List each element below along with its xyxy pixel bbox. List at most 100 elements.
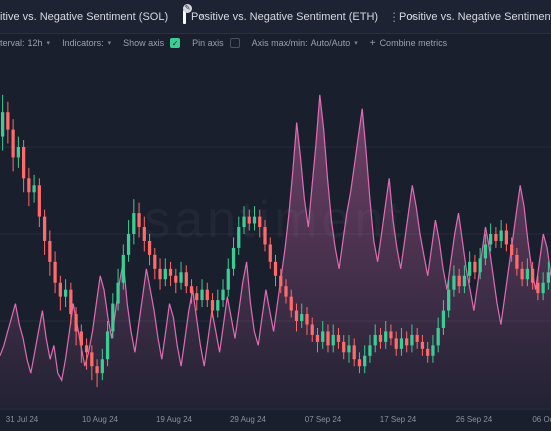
candle-body [237,227,241,248]
candle-body [363,355,367,367]
candle [105,321,110,367]
edit-icon[interactable]: ✎ [183,4,192,13]
candle [289,289,293,318]
indicators-selector[interactable]: Indicators: ▾ [62,38,111,48]
axis-range-label: Axis max/min: [251,38,308,48]
combine-metrics-button[interactable]: + Combine metrics [370,38,447,49]
candle-body [510,244,514,255]
x-tick-label: 06 Oc [532,415,551,424]
candle-body [79,331,83,346]
candle [399,327,404,356]
candle-body [105,331,110,360]
candle-body [179,272,183,283]
candle [541,272,545,301]
candle-body [436,327,440,346]
candle [504,223,509,252]
candle-body [378,334,383,342]
interval-value: 12h [27,38,43,48]
close-icon[interactable]: × [409,11,416,23]
candle-body [431,345,435,356]
series-color-swatch [183,10,186,24]
candle [336,327,341,349]
candle [132,199,136,245]
candle-body [499,230,503,241]
show-axis-toggle[interactable]: Show axis ✓ [123,38,181,48]
candle [205,282,209,308]
candle [531,261,535,290]
candle-body [63,289,68,297]
candle-body [37,185,41,217]
candle-body [100,359,104,374]
checkbox-unchecked-icon[interactable] [229,38,240,48]
candle-body [6,112,10,130]
candle [237,216,241,255]
candle [153,247,157,280]
candle-body [32,185,36,193]
candle [63,279,68,308]
candle [126,220,131,262]
candle-body [268,244,272,262]
candle-body [357,359,362,367]
candle-body [368,345,372,356]
candle [363,345,367,374]
candle [6,101,10,144]
pin-axis-toggle[interactable]: Pin axis [192,38,240,48]
candle [258,209,262,238]
candle [273,254,278,287]
candle [21,140,26,193]
candle [142,216,146,252]
candle-body [310,324,314,335]
candle-body [147,240,152,255]
candle [158,258,162,290]
more-icon[interactable]: ⋮ [388,10,400,24]
candle [378,327,383,349]
candle-body [84,345,89,353]
candle [74,307,78,346]
candle-body [279,275,283,287]
candle-body [163,268,167,280]
candle [221,279,225,308]
x-tick-label: 31 Jul 24 [6,415,39,424]
indicators-label: Indicators: [62,38,104,48]
candle-body [415,334,419,342]
candle [168,261,173,287]
candle [163,258,167,287]
candle [279,268,283,294]
candle [268,237,272,269]
show-axis-label: Show axis [123,38,165,48]
candle [478,247,482,280]
chevron-down-icon: ▾ [107,40,112,47]
candle [310,317,314,342]
candle [16,136,20,168]
candle [42,209,47,255]
candle [510,237,514,262]
candle-body [426,348,430,356]
interval-selector[interactable]: terval: 12h ▾ [0,38,50,48]
candle-body [331,334,335,346]
candle-body [226,268,230,290]
plus-icon: + [369,37,376,49]
candle [489,223,493,252]
tab-label: itive vs. Negative Sentiment (SOL) [0,11,169,23]
tab-eth-sentiment[interactable]: ✎ Positive vs. Negative Sentiment (ETH) … [183,0,416,34]
candle-body [284,286,288,297]
candle-body [410,334,414,346]
x-axis: 31 Jul 24 10 Aug 24 19 Aug 24 29 Aug 24 07 S… [0,408,551,424]
candle-body [158,268,162,280]
price-sentiment-chart[interactable]: santiment 31 Jul 24 10 Aug 24 19 Aug 24 29 … [0,52,551,431]
candle-body [168,268,173,276]
candle [231,237,236,276]
tab-sol-sentiment[interactable]: itive vs. Negative Sentiment (SOL) ⋮ × [0,0,206,34]
axis-range-selector[interactable]: Axis max/min: Auto/Auto ▾ [252,38,358,48]
candle [116,268,120,311]
candle [536,275,540,301]
candle [84,338,89,370]
candle [179,261,183,290]
chart-toolbar: terval: 12h ▾ Indicators: ▾ Show axis ✓ … [0,34,551,52]
candle-body [121,254,125,283]
close-icon[interactable]: × [199,11,206,23]
candle [515,247,519,276]
tab-sol-sentiment-2[interactable]: ↻ Positive vs. Negative Sentiment (SO [394,0,551,34]
candle-body [205,289,209,301]
checkbox-checked-icon[interactable]: ✓ [170,38,181,48]
